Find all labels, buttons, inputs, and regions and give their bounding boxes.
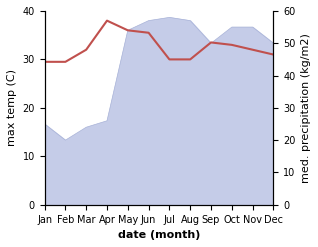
Y-axis label: med. precipitation (kg/m2): med. precipitation (kg/m2) [301,33,311,183]
X-axis label: date (month): date (month) [118,230,200,240]
Y-axis label: max temp (C): max temp (C) [7,69,17,146]
